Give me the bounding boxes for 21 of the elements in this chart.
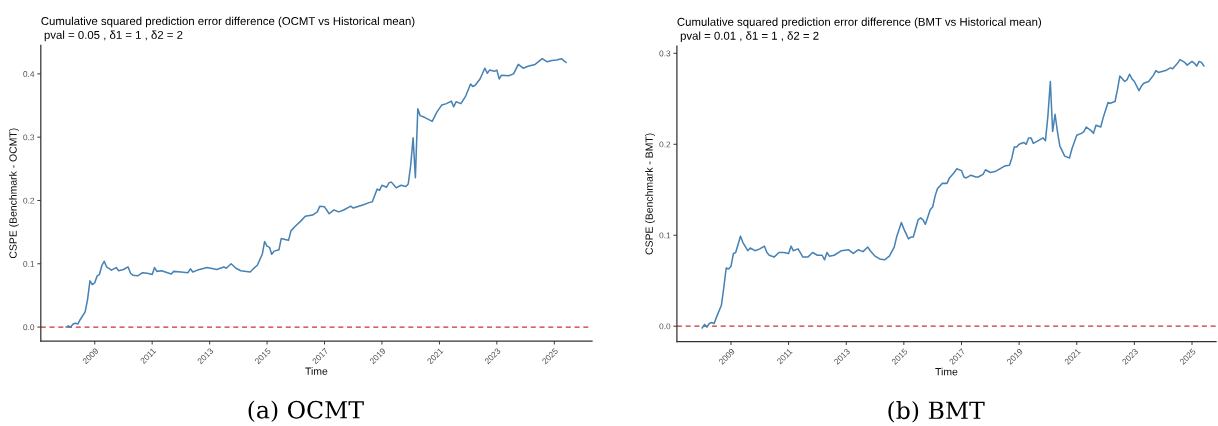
y-tick-label: 0.0: [659, 323, 671, 330]
y-tick-label: 0.1: [659, 232, 671, 239]
y-tick-label: 0.2: [659, 141, 671, 148]
y-tick-label: 0.0: [23, 324, 35, 331]
x-axis-title: Time: [935, 367, 958, 376]
text: (a) OCMT: [248, 400, 364, 423]
chart-title: Cumulative squared prediction error difference (BMT vs Historical mean): [677, 17, 1042, 29]
text: (b) BMT: [888, 400, 985, 423]
line-series: [65, 57, 567, 328]
chart-subtitle: pval = 0.05 , δ1 = 1 , δ2 = 2: [44, 30, 183, 42]
y-tick-label: 0.3: [23, 134, 35, 141]
chart-title: Cumulative squared prediction error difference (OCMT vs Historical mean): [41, 16, 415, 28]
line-series: [701, 58, 1205, 329]
x-axis-title: Time: [305, 367, 328, 375]
chart-subtitle: pval = 0.01 , δ1 = 1 , δ2 = 2: [680, 31, 819, 43]
y-axis-title: CSPE (Benchmark - OCMT): [9, 128, 19, 259]
y-tick-label: 0.1: [23, 260, 35, 267]
y-tick-label: 0.2: [23, 197, 35, 204]
y-tick-label: 0.3: [659, 50, 671, 57]
y-tick-label: 0.4: [23, 71, 35, 77]
y-axis-title: CSPE (Benchmark - BMT): [645, 133, 655, 255]
